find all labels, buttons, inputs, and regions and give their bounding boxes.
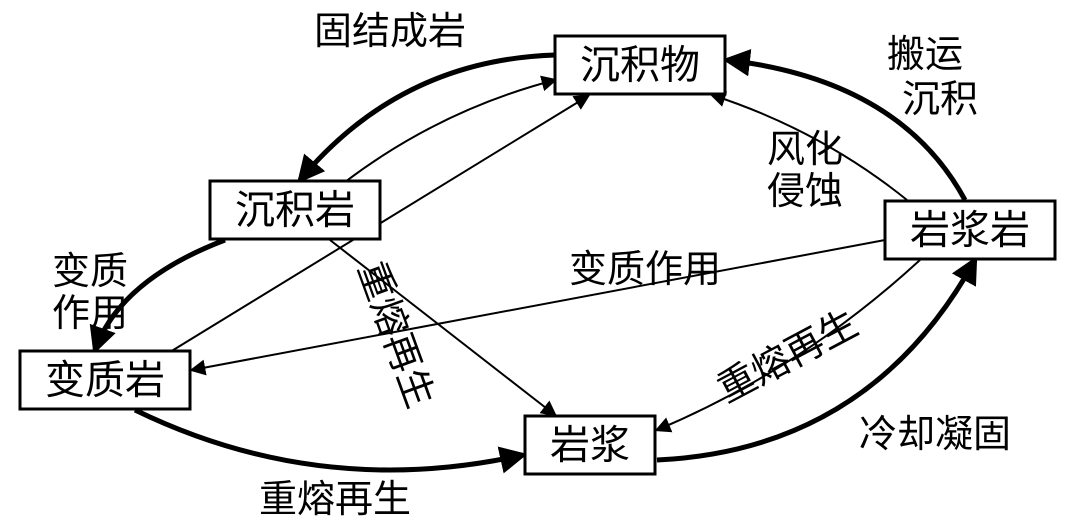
label-transport-1: 搬运 [887, 34, 963, 76]
node-metamorphic-label: 变质岩 [45, 358, 165, 403]
label-weathering-2: 侵蚀 [767, 171, 843, 213]
node-magma: 岩浆 [525, 416, 655, 474]
node-sediment: 沉积物 [555, 36, 725, 94]
rock-cycle-diagram: 固结成岩 搬运 沉积 风化 侵蚀 变质 作用 变质作用 重熔再生 重熔再生 重熔… [0, 0, 1080, 523]
label-metamorphism-right: 变质作用 [569, 249, 721, 291]
node-sedimentary-label: 沉积岩 [235, 188, 355, 233]
label-metamorphism-left-2: 作用 [52, 293, 128, 335]
label-cooling: 冷却凝固 [859, 414, 1011, 456]
edge-lithification [300, 55, 555, 180]
node-sediment-label: 沉积物 [580, 43, 700, 88]
node-igneous: 岩浆岩 [885, 201, 1055, 259]
label-weathering-1: 风化 [767, 129, 843, 171]
node-igneous-label: 岩浆岩 [910, 208, 1030, 253]
node-sedimentary: 沉积岩 [210, 181, 380, 239]
label-remelt-met: 重熔再生 [259, 479, 411, 521]
node-metamorphic: 变质岩 [20, 351, 190, 409]
edge-remelt-metamorphic [135, 410, 523, 470]
label-remelt-sed: 重熔再生 [349, 256, 440, 413]
label-remelt-ign: 重熔再生 [711, 303, 865, 411]
label-metamorphism-left-1: 变质 [52, 251, 128, 293]
label-transport-2: 沉积 [902, 79, 978, 121]
edge-sedimentary-to-sediment [345, 80, 555, 182]
node-magma-label: 岩浆 [550, 423, 630, 468]
label-lithification: 固结成岩 [314, 11, 466, 53]
